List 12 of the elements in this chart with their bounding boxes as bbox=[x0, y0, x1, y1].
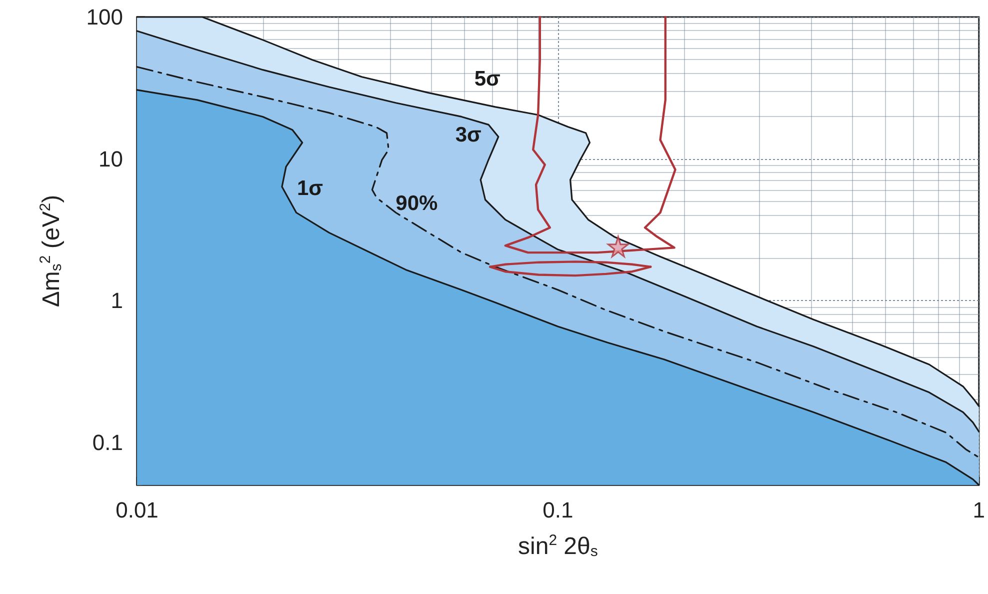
series-label: 90% bbox=[396, 192, 438, 216]
x-tick-label: 1 bbox=[972, 498, 986, 522]
y-tick-label: 100 bbox=[86, 4, 123, 30]
series-label: 5σ bbox=[474, 67, 500, 90]
series-label: 3σ bbox=[455, 123, 482, 146]
x-tick-label: 0.1 bbox=[542, 498, 574, 522]
y-tick-label: 10 bbox=[98, 146, 123, 172]
y-axis-title: Δms2 (eV2) bbox=[37, 194, 65, 308]
series-label: 1σ bbox=[296, 177, 323, 200]
y-tick-label: 0.1 bbox=[92, 430, 123, 455]
x-tick-label: 0.01 bbox=[116, 498, 158, 522]
y-tick-label: 1 bbox=[110, 288, 123, 314]
